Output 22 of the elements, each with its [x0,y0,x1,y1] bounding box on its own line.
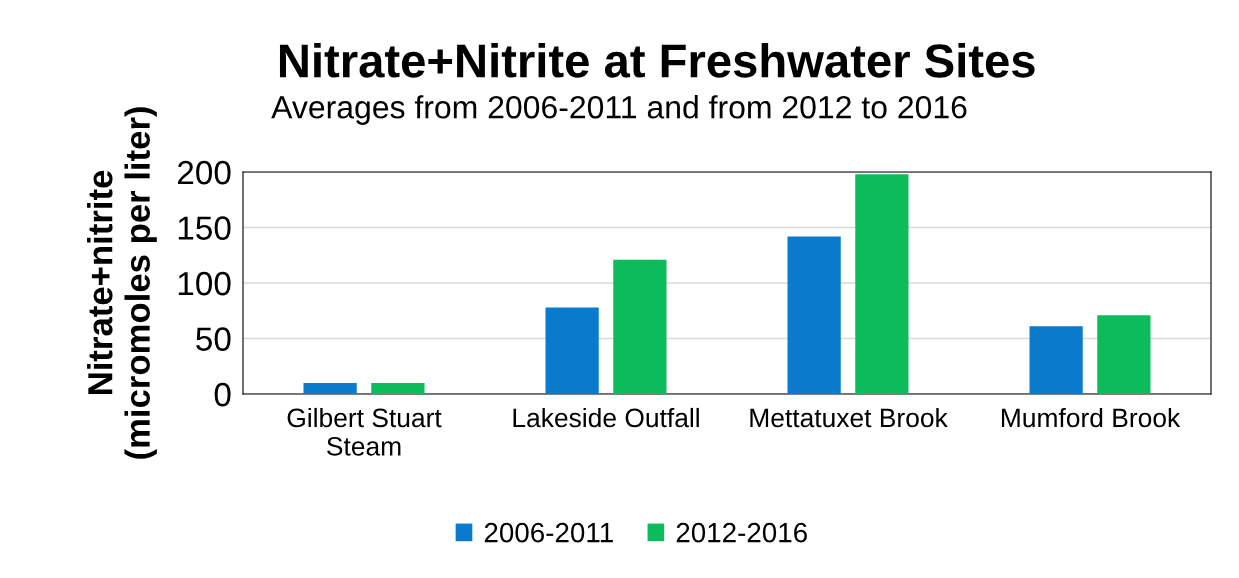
bar [545,307,599,394]
y-tick-label: 50 [196,327,231,351]
x-tick-label: Mettatuxet Brook [750,407,948,428]
bar [1029,326,1083,394]
bar [613,259,667,394]
bar [787,236,841,394]
y-tick-label: 100 [178,271,231,296]
x-tick-label: Mumford Brook [1001,407,1181,428]
y-tick-label: 150 [178,216,231,240]
bar [1097,315,1151,394]
legend-label: 2006-2011 [484,522,613,543]
bar [303,382,357,394]
bar [371,382,425,394]
chart-subtitle: Averages from 2006-2011 and from 2012 to 2016 [271,95,967,125]
y-tick-label: 200 [177,160,231,185]
y-axis-title: Nitrate+nitrite (micromoles per liter) [87,107,157,459]
bar [855,174,909,394]
y-tick-label: 0 [214,382,231,407]
legend-label: 2012-2016 [676,522,807,543]
x-tick-label: Lakeside Outfall [513,407,699,428]
x-tick-label: Gilbert Stuart Steam [287,407,442,456]
chart-title: Nitrate+Nitrite at Freshwater Sites [279,42,1035,78]
